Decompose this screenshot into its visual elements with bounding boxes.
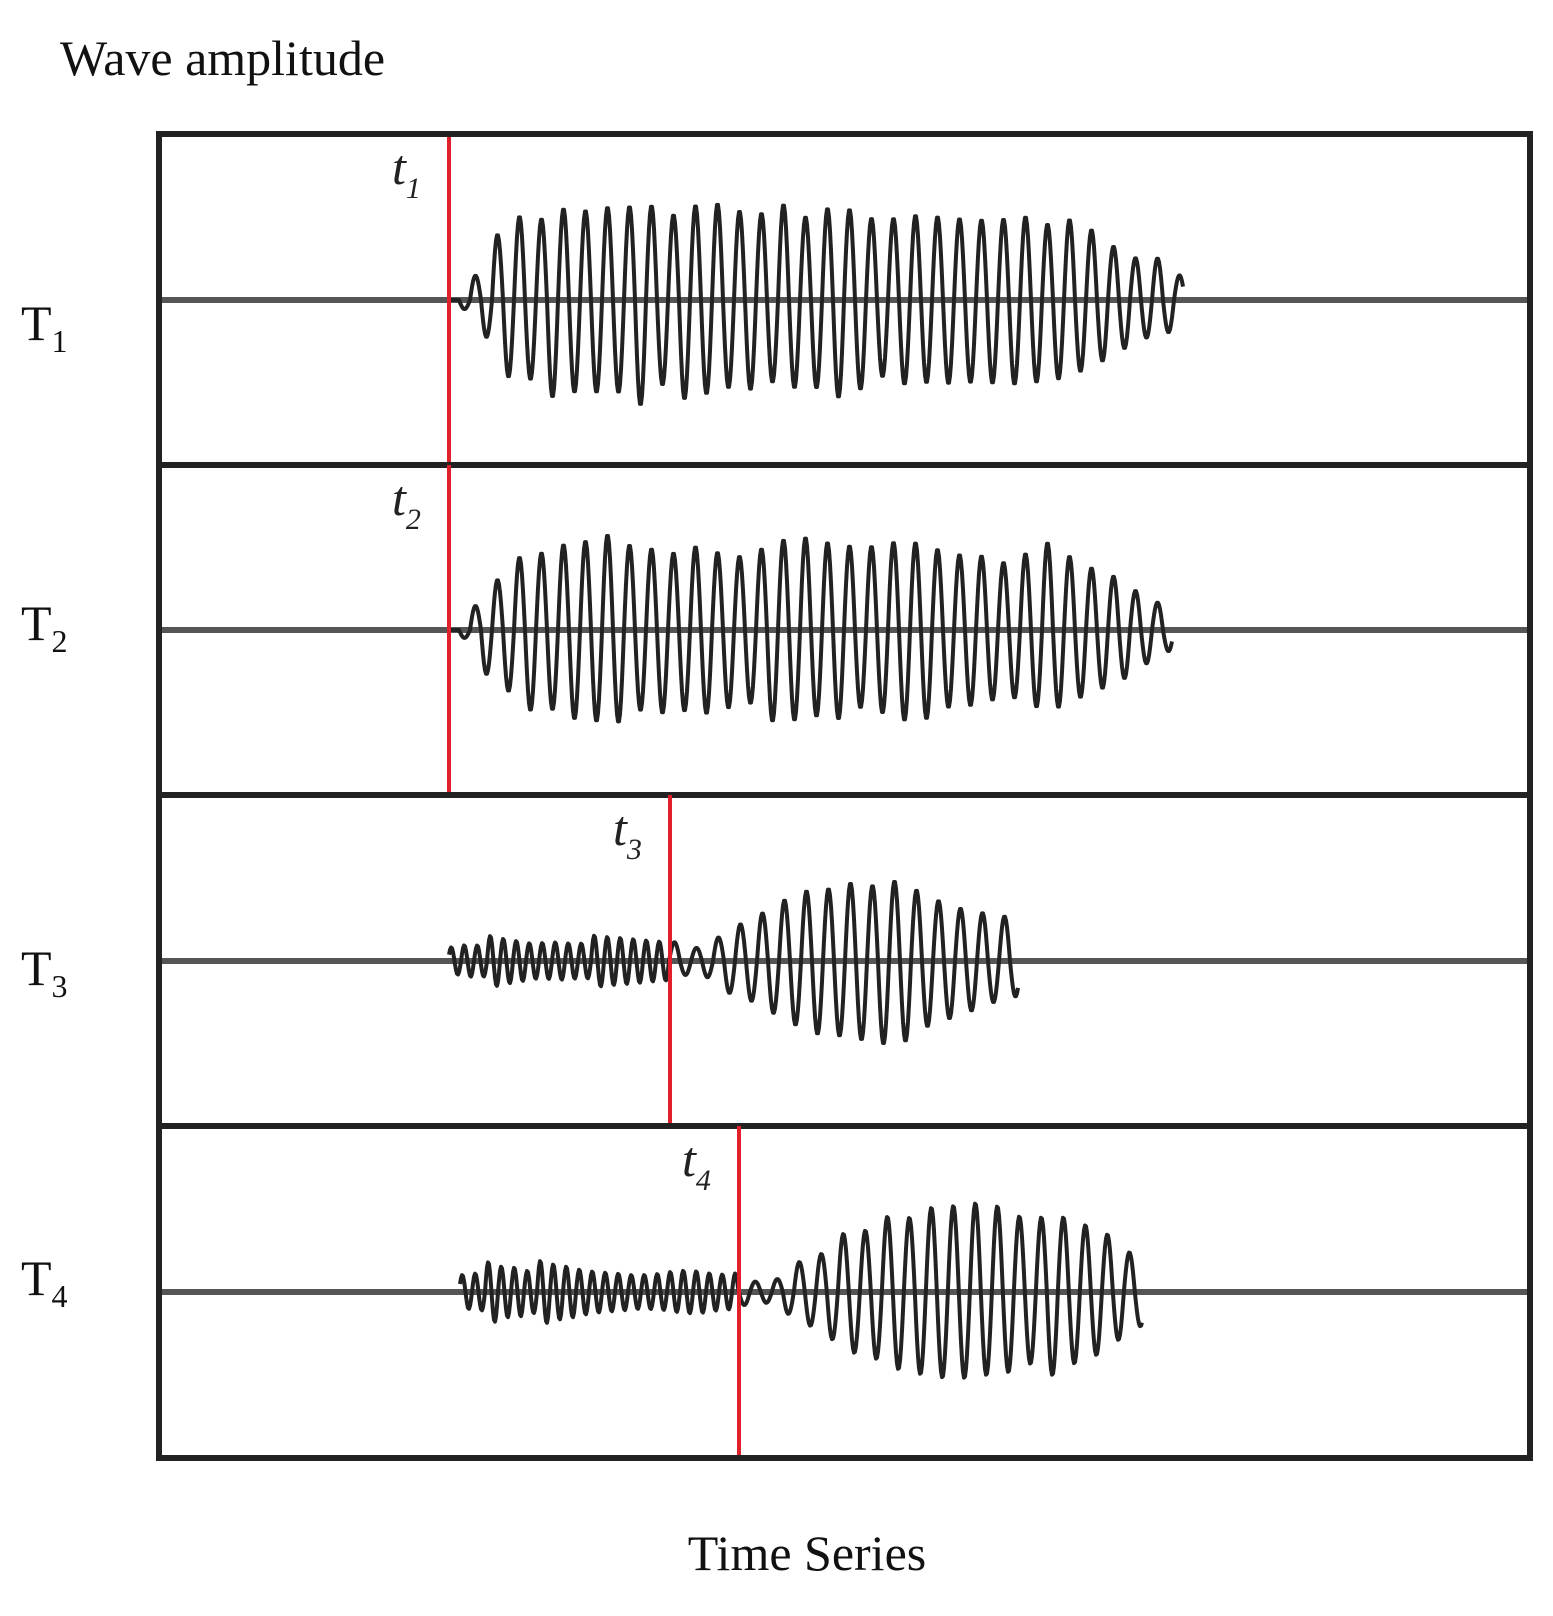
trace-label-main: T: [21, 295, 52, 351]
trace-label: T3: [21, 940, 68, 1004]
arrival-label: t2: [392, 470, 421, 536]
arrival-label: t4: [682, 1131, 711, 1197]
trace-label-main: T: [21, 1250, 52, 1306]
arrival-label-sub: 1: [406, 172, 421, 205]
waveform: [448, 202, 1185, 406]
waveform: [448, 534, 1174, 724]
arrival-label-main: t: [613, 800, 628, 856]
arrival-label-sub: 4: [696, 1164, 711, 1197]
arrival-label: t1: [392, 139, 421, 205]
trace-label-sub: 2: [52, 623, 68, 659]
waveform: [458, 1201, 1144, 1380]
frame: [156, 131, 1533, 1461]
arrival-label: t3: [613, 800, 642, 866]
title: Wave amplitude: [60, 30, 385, 86]
x-label: Time Series: [688, 1525, 926, 1581]
trace-label-sub: 3: [52, 968, 68, 1004]
trace-label: T1: [21, 295, 68, 359]
arrival-label-sub: 3: [626, 833, 642, 866]
trace-label-main: T: [21, 595, 52, 651]
arrival-label-sub: 2: [406, 503, 421, 536]
trace-label: T2: [21, 595, 68, 659]
arrival-label-main: t: [682, 1131, 697, 1187]
arrival-label-main: t: [392, 470, 407, 526]
trace-label-sub: 1: [52, 323, 68, 359]
trace-label: T4: [21, 1250, 68, 1314]
trace-label-main: T: [21, 940, 52, 996]
arrival-label-main: t: [392, 139, 407, 195]
waveform: [447, 880, 1020, 1045]
trace-label-sub: 4: [52, 1278, 68, 1314]
